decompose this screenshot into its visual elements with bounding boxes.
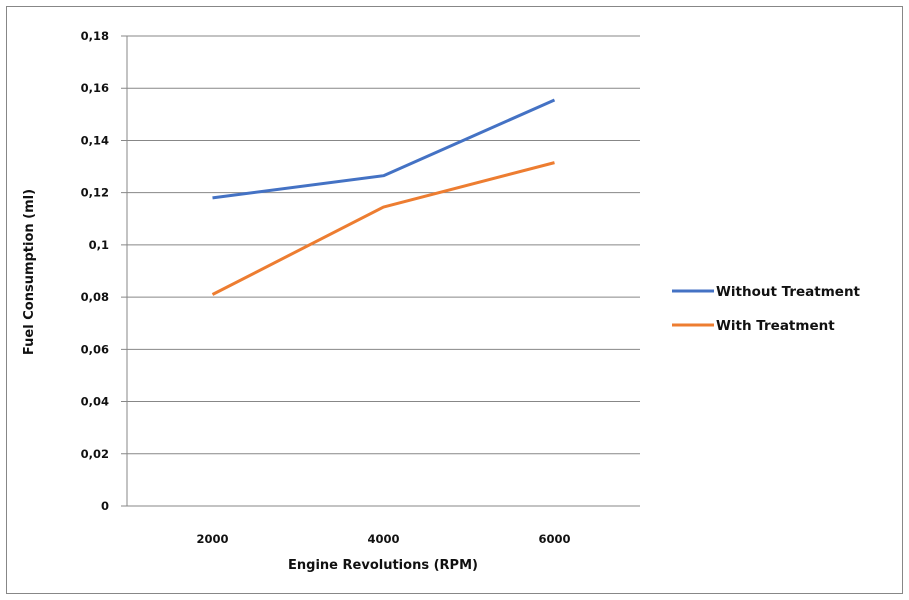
- series-line-2: [211, 161, 555, 296]
- y-tick-label: 0,08: [81, 290, 109, 304]
- gridlines: [121, 35, 640, 507]
- x-tick-label: 2000: [196, 532, 228, 546]
- x-tick-label: 4000: [367, 532, 399, 546]
- y-tick-label: 0,02: [81, 447, 109, 461]
- chart-frame: [6, 6, 903, 594]
- series-line-1: [212, 98, 556, 200]
- y-tick-label: 0,14: [81, 133, 109, 147]
- y-tick-label: 0,04: [81, 395, 109, 409]
- y-tick-label: 0,06: [81, 342, 109, 356]
- x-axis-tick-labels: 2000 4000 6000: [196, 532, 570, 546]
- y-axis-title: Fuel Consumption (ml): [22, 189, 37, 355]
- y-tick-label: 0: [101, 499, 109, 513]
- y-tick-label: 0,16: [81, 81, 109, 95]
- legend: Without Treatment With Treatment: [672, 284, 861, 334]
- series-lines: [211, 98, 556, 296]
- legend-label: Without Treatment: [716, 284, 861, 300]
- y-tick-label: 0,1: [89, 238, 109, 252]
- y-tick-label: 0,12: [81, 186, 109, 200]
- y-tick-label: 0,18: [81, 29, 109, 43]
- legend-label: With Treatment: [716, 318, 835, 334]
- x-tick-label: 6000: [538, 532, 570, 546]
- x-axis-title: Engine Revolutions (RPM): [288, 558, 478, 573]
- y-axis-tick-labels: 0 0,02 0,04 0,06 0,08 0,1 0,12 0,14 0,16 0,18: [81, 29, 109, 513]
